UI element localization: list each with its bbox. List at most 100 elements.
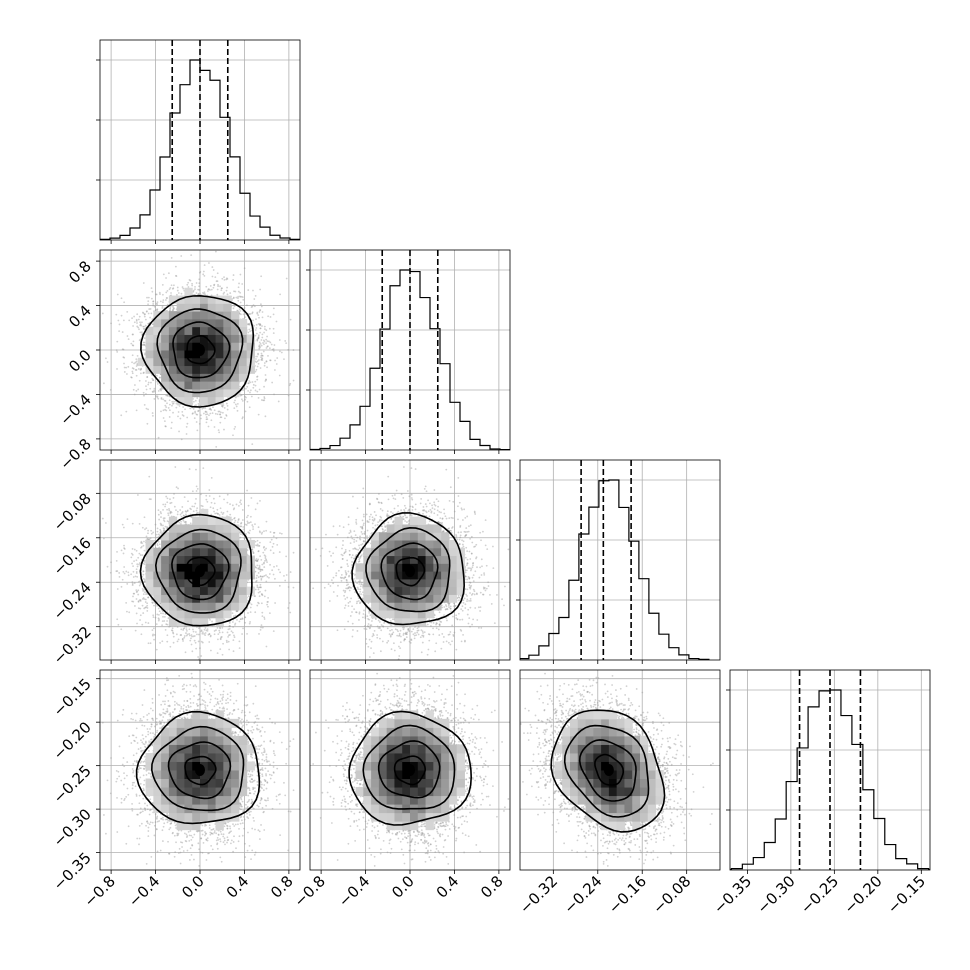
scatter-point <box>126 311 129 313</box>
scatter-point <box>142 282 145 284</box>
scatter-point <box>254 329 257 331</box>
scatter-point <box>262 339 265 342</box>
scatter-point <box>259 322 261 325</box>
scatter-point <box>258 311 261 313</box>
scatter-point <box>209 407 212 410</box>
scatter-point <box>257 334 260 337</box>
scatter-point <box>266 340 269 343</box>
scatter-point <box>164 299 167 301</box>
scatter-point <box>226 408 229 411</box>
scatter-point <box>176 286 179 289</box>
scatter-point <box>173 307 175 310</box>
scatter-point <box>248 322 251 325</box>
scatter-point <box>185 433 188 435</box>
scatter-point <box>259 309 262 311</box>
scatter-point <box>233 305 236 308</box>
scatter-point <box>186 416 189 419</box>
scatter-point <box>273 393 275 396</box>
scatter-point <box>196 397 199 399</box>
scatter-point <box>195 404 197 407</box>
scatter-point <box>208 408 211 411</box>
scatter-point <box>239 301 242 304</box>
scatter-point <box>168 416 171 418</box>
scatter-point <box>208 414 210 417</box>
scatter-point <box>274 359 276 362</box>
scatter-point <box>142 391 145 394</box>
scatter-point <box>219 285 221 288</box>
scatter-point <box>236 409 239 412</box>
scatter-point <box>172 402 175 405</box>
scatter-point <box>255 327 258 329</box>
scatter-point <box>260 399 263 401</box>
scatter-point <box>263 385 265 388</box>
scatter-point <box>162 398 164 401</box>
scatter-point <box>260 354 263 357</box>
scatter-point <box>131 333 134 336</box>
scatter-point <box>280 351 283 354</box>
scatter-point <box>182 406 185 408</box>
scatter-point <box>253 324 255 327</box>
scatter-point <box>214 412 217 415</box>
scatter-point <box>121 348 124 351</box>
scatter-point <box>177 411 180 413</box>
scatter-point <box>256 360 259 363</box>
scatter-point <box>256 390 259 393</box>
scatter-point <box>150 287 153 290</box>
scatter-point <box>243 307 246 309</box>
scatter-point <box>174 265 177 268</box>
scatter-point <box>239 273 242 276</box>
scatter-point <box>206 418 209 420</box>
scatter-point <box>122 356 125 359</box>
scatter-point <box>244 395 247 398</box>
scatter-point <box>207 288 210 291</box>
scatter-point <box>261 359 264 362</box>
scatter-point <box>263 362 266 364</box>
scatter-point <box>258 316 260 319</box>
scatter-point <box>246 304 248 307</box>
scatter-point <box>171 404 173 407</box>
scatter-point <box>181 410 184 413</box>
scatter-point <box>261 325 263 327</box>
scatter-point <box>140 324 143 327</box>
scatter-point <box>265 378 267 381</box>
scatter-point <box>279 293 282 296</box>
scatter-point <box>141 321 143 324</box>
scatter-point <box>116 293 119 296</box>
scatter-point <box>203 275 206 277</box>
scatter-point <box>135 318 138 321</box>
scatter-point <box>252 319 255 322</box>
scatter-point <box>264 374 267 376</box>
scatter-point <box>292 349 295 351</box>
scatter-point <box>265 360 268 362</box>
scatter-point <box>169 307 171 310</box>
scatter-point <box>121 331 124 333</box>
scatter-point <box>143 313 146 316</box>
scatter-point <box>145 407 148 410</box>
scatter-point <box>131 367 134 369</box>
scatter-point <box>127 365 130 368</box>
scatter-point <box>207 288 210 290</box>
scatter-point <box>157 397 160 400</box>
scatter-point <box>209 289 211 291</box>
scatter-point <box>133 321 136 324</box>
scatter-point <box>135 389 138 392</box>
scatter-point <box>150 297 153 300</box>
scatter-point <box>268 340 270 343</box>
scatter-point <box>155 302 158 305</box>
scatter-point <box>198 285 200 288</box>
scatter-point <box>267 315 270 318</box>
scatter-point <box>170 292 172 294</box>
scatter-point <box>195 292 198 294</box>
scatter-point <box>222 292 225 295</box>
scatter-point <box>143 394 145 397</box>
scatter-point <box>197 403 200 405</box>
scatter-point <box>198 278 201 281</box>
scatter-point <box>139 324 142 327</box>
scatter-point <box>143 315 146 318</box>
scatter-point <box>223 291 226 294</box>
scatter-point <box>263 399 266 402</box>
scatter-point <box>156 395 159 398</box>
scatter-point <box>106 361 109 363</box>
scatter-point <box>232 274 235 276</box>
scatter-point <box>139 331 142 334</box>
